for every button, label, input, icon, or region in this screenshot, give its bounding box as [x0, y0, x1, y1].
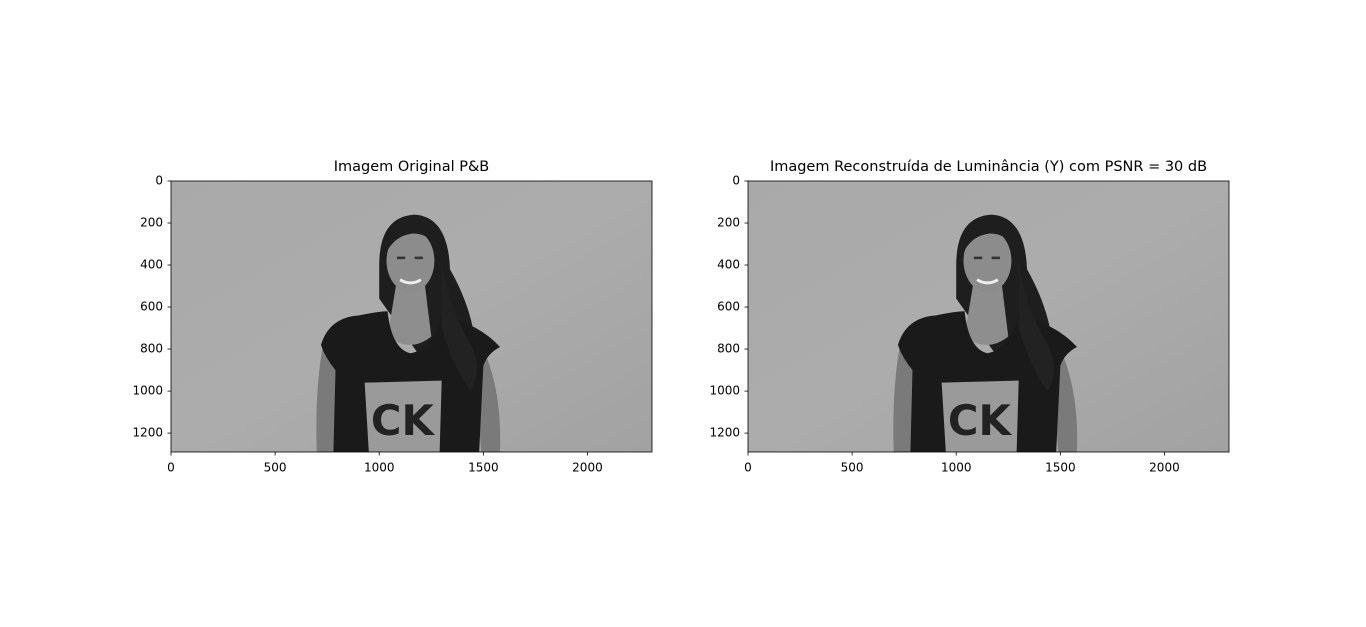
x-tick-label: 0 — [744, 461, 752, 475]
y-tick-label: 1000 — [709, 384, 740, 398]
y-tick-label: 0 — [732, 174, 740, 188]
y-tick-label: 200 — [140, 216, 163, 230]
y-tick-label: 800 — [140, 342, 163, 356]
x-tick-label: 500 — [264, 461, 287, 475]
x-tick-label: 1500 — [468, 461, 499, 475]
axes-frame — [747, 180, 1230, 453]
x-tick-label: 1000 — [364, 461, 395, 475]
x-tick-label: 500 — [841, 461, 864, 475]
y-tick-label: 800 — [717, 342, 740, 356]
image — [748, 181, 1229, 452]
y-tick-label: 1000 — [132, 384, 163, 398]
image — [171, 181, 652, 452]
x-tick-label: 2000 — [572, 461, 603, 475]
y-tick-label: 1200 — [132, 426, 163, 440]
y-tick-label: 400 — [140, 258, 163, 272]
subplot-title: Imagem Original P&B — [334, 159, 490, 175]
x-tick-label: 1500 — [1045, 461, 1076, 475]
y-tick-label: 0 — [155, 174, 163, 188]
y-tick-label: 200 — [717, 216, 740, 230]
y-tick-label: 600 — [717, 300, 740, 314]
x-tick-label: 0 — [167, 461, 175, 475]
x-tick-label: 1000 — [941, 461, 972, 475]
y-tick-label: 600 — [140, 300, 163, 314]
y-tick-label: 400 — [717, 258, 740, 272]
y-tick-label: 1200 — [709, 426, 740, 440]
subplot-title: Imagem Reconstruída de Luminância (Y) co… — [770, 159, 1207, 175]
axes-frame — [170, 180, 653, 453]
x-tick-label: 2000 — [1149, 461, 1180, 475]
